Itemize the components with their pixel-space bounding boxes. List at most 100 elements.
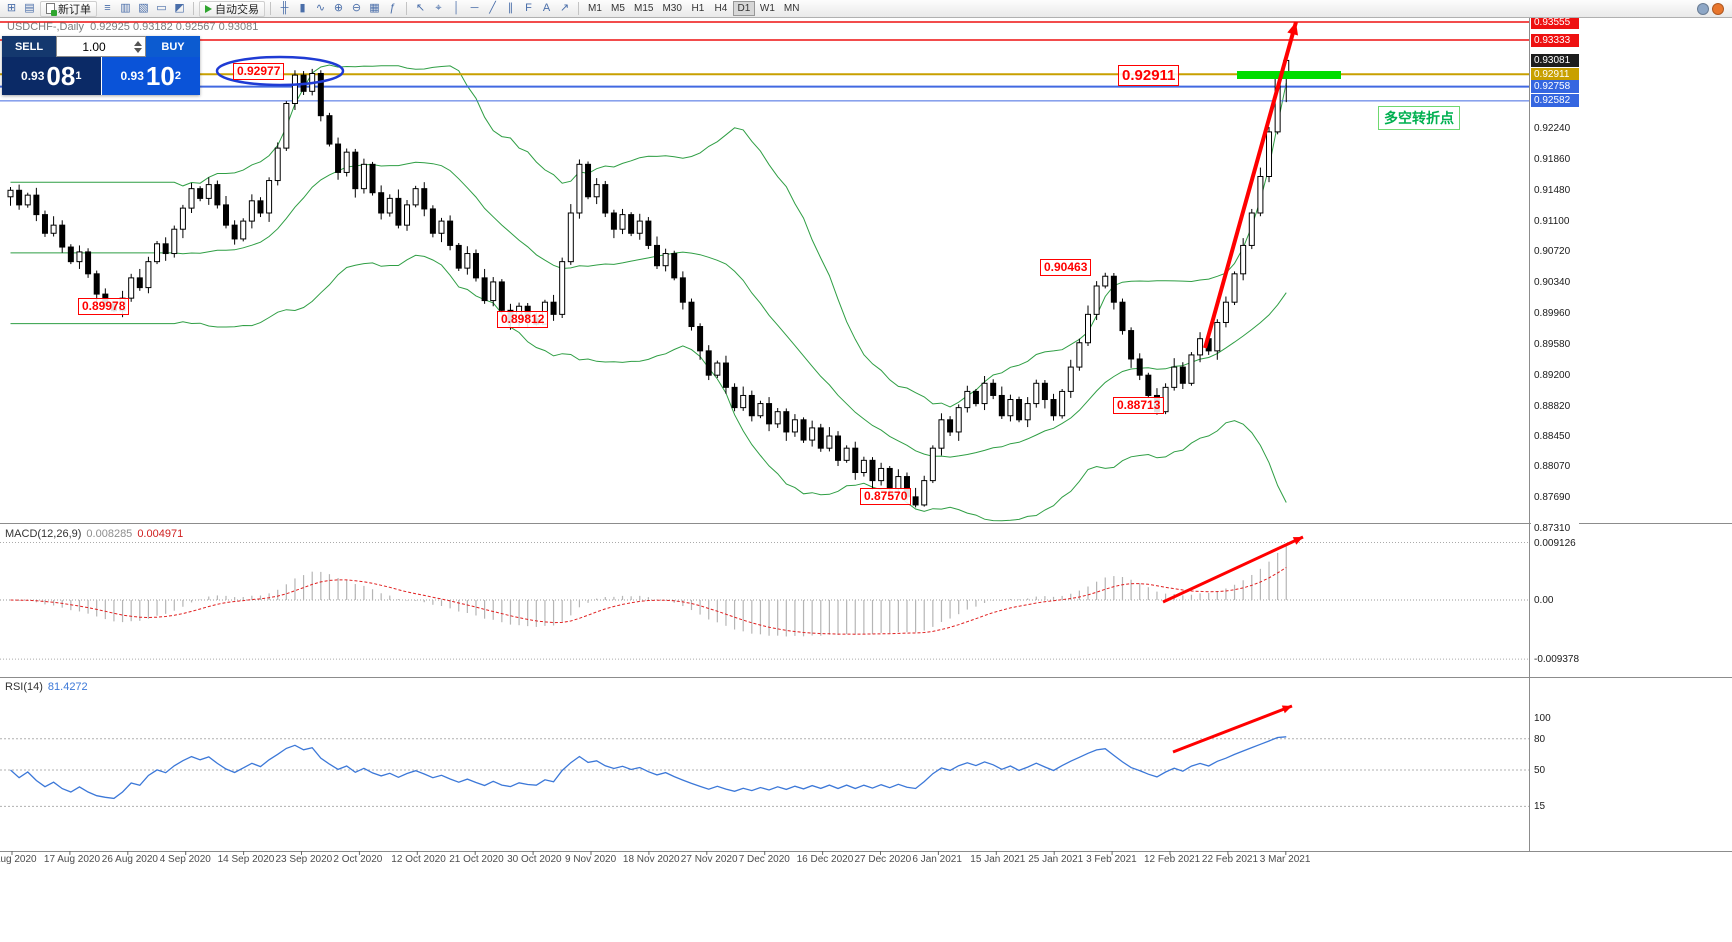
date-label: 17 Aug 2020 xyxy=(43,854,101,865)
date-label: 12 Oct 2020 xyxy=(391,854,446,865)
new-chart-icon[interactable]: ⊞ xyxy=(6,2,17,14)
date-label: 25 Jan 2021 xyxy=(1028,854,1084,865)
open-value: 0.92925 xyxy=(90,21,130,33)
toolbar-separator xyxy=(270,2,271,15)
buy-price-sup: 2 xyxy=(174,70,181,82)
date-label: 22 Feb 2021 xyxy=(1201,854,1259,865)
line-chart-icon[interactable]: ∿ xyxy=(315,2,326,14)
price-axis-tick: 0.88070 xyxy=(1531,460,1579,474)
date-label: 6 Jan 2021 xyxy=(912,854,962,865)
toolbar-separator xyxy=(193,2,194,15)
indicator-axis-tick: 100 xyxy=(1531,712,1579,725)
candlestick-icon[interactable]: ▮ xyxy=(299,2,306,14)
price-axis-marker: 0.92582 xyxy=(1531,94,1579,108)
indicator-axis-tick: 0.009126 xyxy=(1531,536,1579,550)
timeframe-m30-button[interactable]: M30 xyxy=(658,1,685,16)
high-value: 0.93182 xyxy=(132,21,173,33)
data-window-icon[interactable]: ▥ xyxy=(120,2,131,14)
cursor-icon[interactable]: ↖ xyxy=(415,2,426,14)
indicators-icon[interactable]: ƒ xyxy=(389,2,396,14)
rsi-name: RSI(14) xyxy=(5,681,43,693)
volume-input[interactable] xyxy=(57,39,131,54)
channel-icon[interactable]: ∥ xyxy=(507,2,514,14)
date-label: 4 Aug 2020 xyxy=(0,854,37,865)
price-axis-tick: 0.89960 xyxy=(1531,307,1579,321)
timeframe-m15-button[interactable]: M15 xyxy=(630,1,657,16)
zoom-out-icon[interactable]: ⊖ xyxy=(351,2,362,14)
timeframe-h1-button[interactable]: H1 xyxy=(687,1,709,16)
indicator-axis-tick: 50 xyxy=(1531,764,1579,777)
volume-control xyxy=(56,36,146,57)
crosshair-icon[interactable]: ⌖ xyxy=(435,2,442,14)
tile-windows-icon[interactable]: ▦ xyxy=(369,2,380,14)
notifications-icon[interactable] xyxy=(1712,2,1724,15)
zoom-in-icon[interactable]: ⊕ xyxy=(333,2,344,14)
rsi-value: 81.4272 xyxy=(47,681,88,693)
price-annotation[interactable]: 0.88713 xyxy=(1113,397,1165,414)
date-label: 27 Nov 2020 xyxy=(680,854,738,865)
new-order-button[interactable]: 新订单 xyxy=(40,0,97,17)
strategy-tester-icon[interactable]: ◩ xyxy=(174,2,185,14)
trendline-icon[interactable]: ╱ xyxy=(489,2,496,14)
indicator-axis-tick: 80 xyxy=(1531,732,1579,746)
date-label: 14 Sep 2020 xyxy=(217,854,275,865)
price-axis-marker: 0.92758 xyxy=(1531,80,1579,94)
toolbar-separator xyxy=(578,2,579,15)
vertical-line-icon[interactable]: │ xyxy=(453,2,460,14)
macd-main-value: 0.008285 xyxy=(86,528,133,540)
date-label: 7 Dec 2020 xyxy=(738,854,790,865)
date-label: 30 Oct 2020 xyxy=(507,854,562,865)
date-label: 26 Aug 2020 xyxy=(101,854,158,865)
macd-signal-value: 0.004971 xyxy=(137,528,184,540)
sell-price-sup: 1 xyxy=(75,70,82,82)
navigator-icon[interactable]: ▧ xyxy=(138,2,149,14)
price-annotation[interactable]: 0.92977 xyxy=(233,63,285,80)
buy-price-button[interactable]: 0.93 10 2 xyxy=(101,57,200,95)
sell-price-big: 08 xyxy=(46,61,76,91)
timeframe-d1-button[interactable]: D1 xyxy=(732,1,755,16)
macd-name: MACD(12,26,9) xyxy=(5,528,82,540)
date-label: 9 Nov 2020 xyxy=(565,854,617,865)
market-watch-icon[interactable]: ≡ xyxy=(104,2,111,14)
sell-price-button[interactable]: 0.93 08 1 xyxy=(2,57,102,95)
price-annotation[interactable]: 0.89978 xyxy=(78,298,130,315)
profiles-icon[interactable]: ▤ xyxy=(24,2,35,14)
horizontal-line-icon[interactable]: ─ xyxy=(470,2,479,14)
text-label-icon[interactable]: A xyxy=(542,2,551,14)
price-axis-tick: 0.91100 xyxy=(1531,214,1579,228)
fibonacci-icon[interactable]: F xyxy=(525,2,532,14)
volume-increase-button[interactable] xyxy=(134,40,142,46)
price-annotation[interactable]: 0.87570 xyxy=(860,488,912,505)
help-icon[interactable] xyxy=(1697,2,1709,15)
timeframe-m1-button[interactable]: M1 xyxy=(584,1,606,16)
autotrade-button[interactable]: 自动交易 xyxy=(199,0,265,17)
price-axis-marker: 0.93081 xyxy=(1531,53,1579,67)
turning-point-note[interactable]: 多空转折点 xyxy=(1378,106,1460,130)
price-axis-tick: 0.91480 xyxy=(1531,183,1579,197)
buy-button[interactable]: BUY xyxy=(146,36,200,57)
price-annotation[interactable]: 0.92911 xyxy=(1118,65,1180,86)
toolbar-separator xyxy=(406,2,407,15)
arrow-object-icon[interactable]: ↗ xyxy=(559,2,570,14)
new-order-icon xyxy=(46,3,57,16)
sell-button[interactable]: SELL xyxy=(2,36,56,57)
terminal-icon[interactable]: ▭ xyxy=(156,2,167,14)
timeframe-group: M1 M5 M15 M30 H1 H4 D1 W1 MN xyxy=(584,1,803,16)
timeframe-w1-button[interactable]: W1 xyxy=(756,1,779,16)
timeframe-mn-button[interactable]: MN xyxy=(780,1,804,16)
timeframe-h4-button[interactable]: H4 xyxy=(710,1,732,16)
price-axis-tick: 0.87310 xyxy=(1531,522,1579,535)
price-axis-tick: 0.92240 xyxy=(1531,122,1579,136)
date-label: 2 Oct 2020 xyxy=(333,854,383,865)
price-annotation[interactable]: 0.89812 xyxy=(497,311,549,328)
autotrade-play-icon xyxy=(205,4,212,13)
date-label: 4 Sep 2020 xyxy=(159,854,211,865)
timeframe-m5-button[interactable]: M5 xyxy=(607,1,629,16)
rsi-label: RSI(14) 81.4272 xyxy=(5,681,88,693)
autotrade-label: 自动交易 xyxy=(215,3,259,16)
volume-decrease-button[interactable] xyxy=(134,47,142,53)
price-annotation[interactable]: 0.90463 xyxy=(1040,259,1092,276)
bar-chart-icon[interactable]: ╫ xyxy=(280,2,289,14)
